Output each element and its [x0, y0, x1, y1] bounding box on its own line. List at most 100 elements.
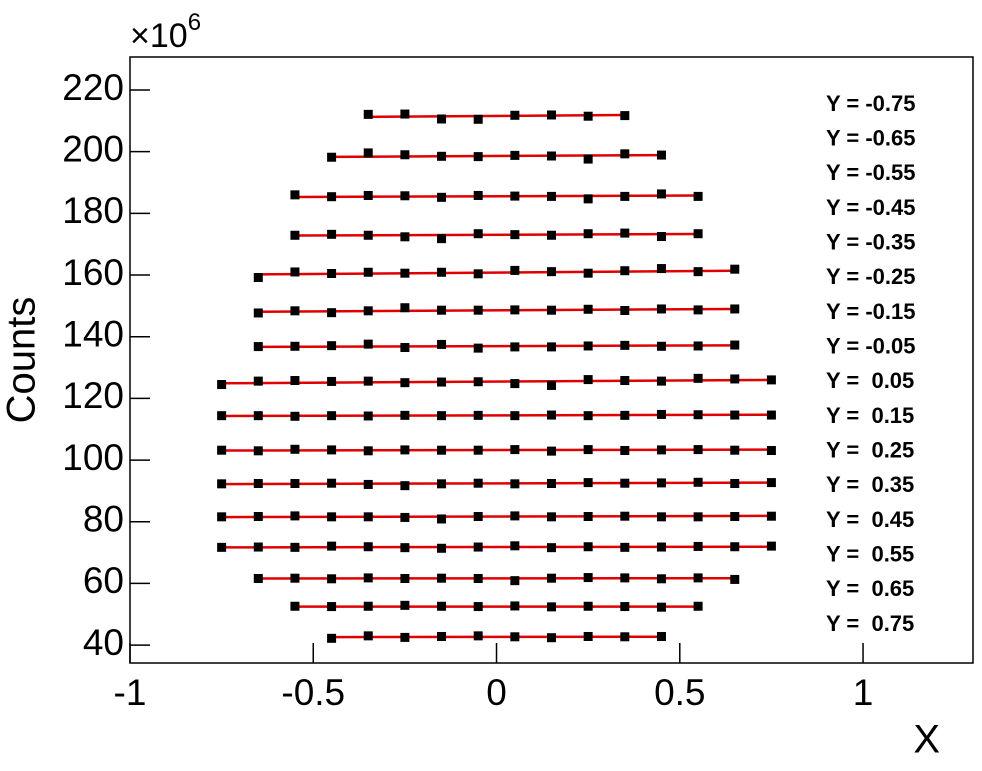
marker [400, 303, 409, 312]
marker [400, 633, 409, 642]
marker [730, 479, 739, 488]
marker [620, 573, 629, 582]
marker [327, 153, 336, 162]
y-axis-label: Counts [0, 297, 44, 424]
marker [510, 541, 519, 550]
marker [694, 374, 703, 383]
marker [584, 229, 593, 238]
marker [364, 480, 373, 489]
marker [620, 192, 629, 201]
marker [547, 110, 556, 119]
legend-label: Y = -0.65 [826, 125, 916, 150]
marker [547, 192, 556, 201]
marker [327, 341, 336, 350]
marker [364, 573, 373, 582]
marker [400, 513, 409, 522]
marker [254, 308, 263, 317]
marker [584, 375, 593, 384]
marker [730, 446, 739, 455]
marker [437, 152, 446, 161]
marker [694, 542, 703, 551]
marker [767, 411, 776, 420]
marker [327, 445, 336, 454]
marker [437, 479, 446, 488]
fit-line [332, 155, 662, 157]
marker [327, 574, 336, 583]
marker [584, 445, 593, 454]
marker [437, 234, 446, 243]
marker [364, 446, 373, 455]
legend-label: Y = 0.15 [826, 403, 914, 428]
marker [400, 191, 409, 200]
marker [400, 150, 409, 159]
y-tick-label: 180 [62, 190, 124, 231]
marker [767, 375, 776, 384]
marker [510, 445, 519, 454]
marker [657, 445, 666, 454]
marker [290, 190, 299, 199]
marker [547, 479, 556, 488]
marker [290, 231, 299, 240]
marker [254, 377, 263, 386]
marker [620, 376, 629, 385]
marker [547, 267, 556, 276]
marker [400, 269, 409, 278]
marker [217, 512, 226, 521]
marker [437, 193, 446, 202]
marker [547, 151, 556, 160]
marker [437, 574, 446, 583]
marker [584, 305, 593, 314]
legend-label: Y = 0.05 [826, 368, 914, 393]
marker [364, 542, 373, 551]
marker [437, 378, 446, 387]
marker [400, 343, 409, 352]
legend-label: Y = -0.55 [826, 160, 916, 185]
marker [657, 232, 666, 241]
marker [217, 446, 226, 455]
marker [510, 305, 519, 314]
marker [290, 602, 299, 611]
marker [254, 446, 263, 455]
marker [657, 377, 666, 386]
marker [327, 479, 336, 488]
marker [510, 151, 519, 160]
marker [730, 411, 739, 420]
marker [767, 542, 776, 551]
marker [547, 602, 556, 611]
marker [327, 512, 336, 521]
marker [767, 512, 776, 521]
fit-line [222, 380, 772, 383]
marker [584, 341, 593, 350]
marker [510, 266, 519, 275]
marker [474, 512, 483, 521]
marker [290, 412, 299, 421]
marker [547, 633, 556, 642]
legend-label: Y = -0.05 [826, 333, 916, 358]
marker [254, 512, 263, 521]
marker [694, 512, 703, 521]
y-tick-label: 80 [83, 499, 124, 540]
marker [657, 512, 666, 521]
marker [474, 269, 483, 278]
marker [364, 148, 373, 157]
marker [510, 111, 519, 120]
fit-line [295, 234, 698, 236]
x-tick-label: 0 [486, 672, 507, 713]
x-tick-label: -0.5 [281, 672, 345, 713]
marker [730, 575, 739, 584]
marker [510, 411, 519, 420]
y-tick-label: 120 [62, 375, 124, 416]
marker [327, 269, 336, 278]
legend-label: Y = 0.65 [826, 576, 914, 601]
marker [510, 576, 519, 585]
marker [327, 192, 336, 201]
marker [327, 411, 336, 420]
marker [364, 306, 373, 315]
marker [694, 341, 703, 350]
marker [437, 514, 446, 523]
legend-label: Y = 0.75 [826, 611, 914, 636]
marker [657, 478, 666, 487]
marker [510, 342, 519, 351]
marker [510, 632, 519, 641]
